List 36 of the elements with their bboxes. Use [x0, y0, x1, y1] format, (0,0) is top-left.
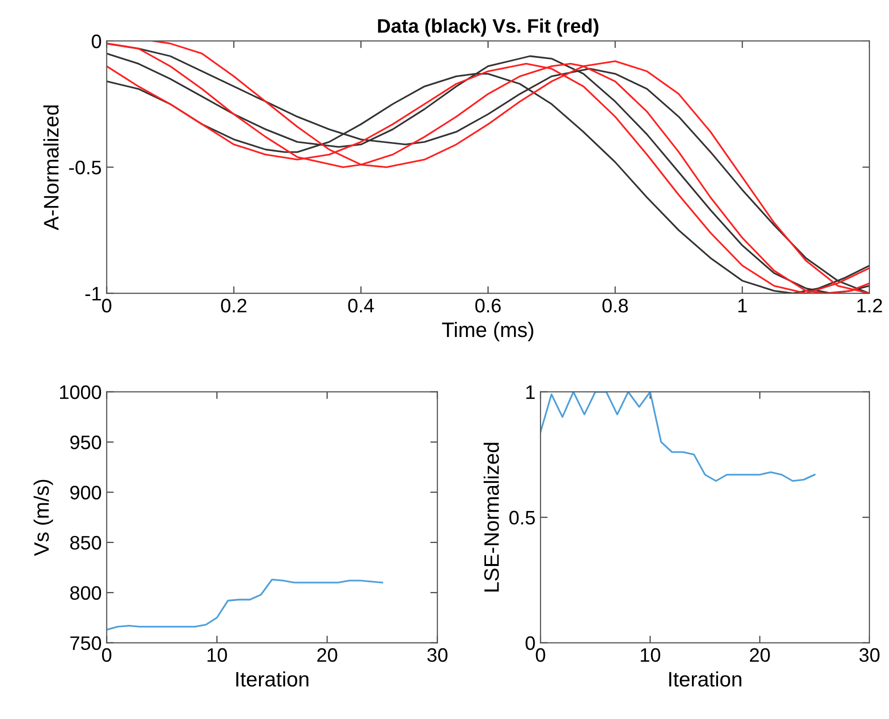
x-tick-label: 0.6	[475, 298, 501, 312]
x-tick-label: 0	[536, 648, 546, 662]
y-tick-label: 750	[70, 636, 102, 650]
x-tick-label: 30	[427, 648, 448, 662]
x-tick-label: 0	[102, 298, 112, 312]
x-tick-label: 1	[738, 298, 747, 312]
x-tick-label: 20	[317, 648, 338, 662]
x-tick-label: 0.2	[221, 298, 246, 312]
y-tick-label: -1	[85, 287, 101, 300]
x-tick-label: 20	[750, 648, 770, 662]
x-tick-label: 10	[208, 648, 227, 662]
y-tick-label: 900	[70, 486, 102, 500]
y-axis-title: Vs (m/s)	[34, 480, 53, 556]
x-tick-label: 0.8	[602, 298, 628, 312]
line-series	[540, 392, 816, 482]
x-axis-title: Iteration	[236, 671, 308, 687]
y-tick-label: 1000	[60, 385, 102, 400]
x-tick-label: 0	[102, 648, 112, 662]
y-tick-label: 0	[92, 34, 102, 48]
x-tick-label: 0.4	[348, 298, 374, 312]
line-series	[106, 578, 384, 631]
x-axis-title: Iteration	[669, 671, 742, 687]
x-tick-label: 30	[859, 648, 880, 662]
y-tick-label: 950	[70, 436, 102, 450]
y-axis-title: A-Normalized	[43, 105, 59, 230]
x-axis-title: Time (ms)	[442, 322, 534, 342]
y-tick-label: 0	[526, 636, 535, 650]
y-tick-label: 800	[70, 586, 102, 600]
chart-title: Data (black) Vs. Fit (red)	[378, 18, 598, 37]
y-axis-title: LSE-Normalized	[484, 442, 499, 592]
y-tick-label: 0.5	[509, 510, 535, 525]
x-tick-label: 1.2	[857, 298, 882, 312]
y-tick-label: 850	[70, 536, 102, 550]
y-tick-label: 1	[526, 386, 535, 399]
x-tick-label: 10	[640, 648, 660, 662]
y-tick-label: -0.5	[69, 160, 102, 174]
